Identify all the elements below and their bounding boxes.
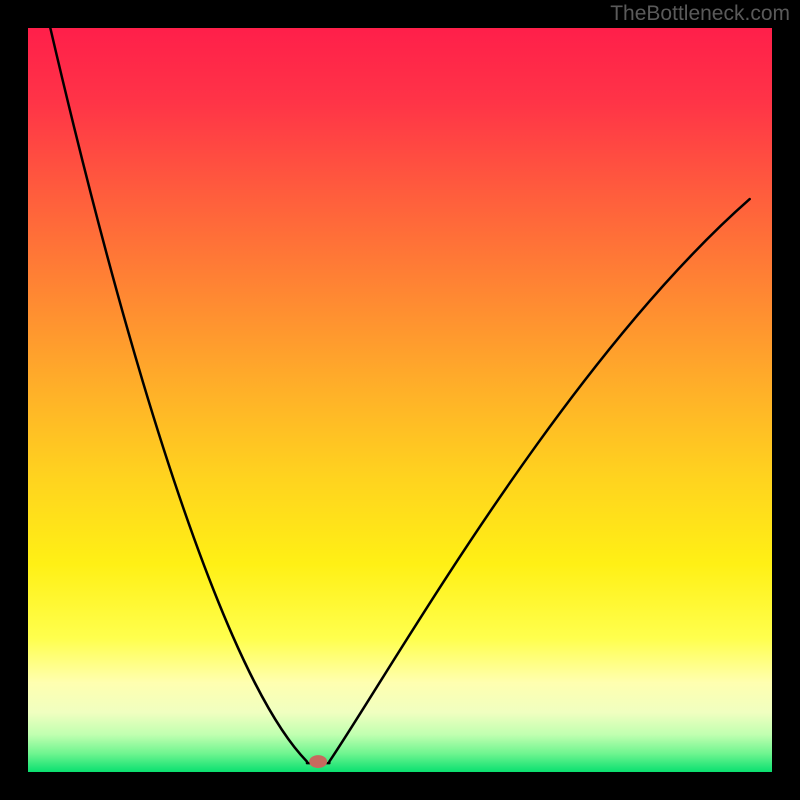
chart-stage: TheBottleneck.com <box>0 0 800 800</box>
notch-marker <box>309 755 327 768</box>
gradient-background <box>28 28 772 772</box>
chart-svg <box>0 0 800 800</box>
